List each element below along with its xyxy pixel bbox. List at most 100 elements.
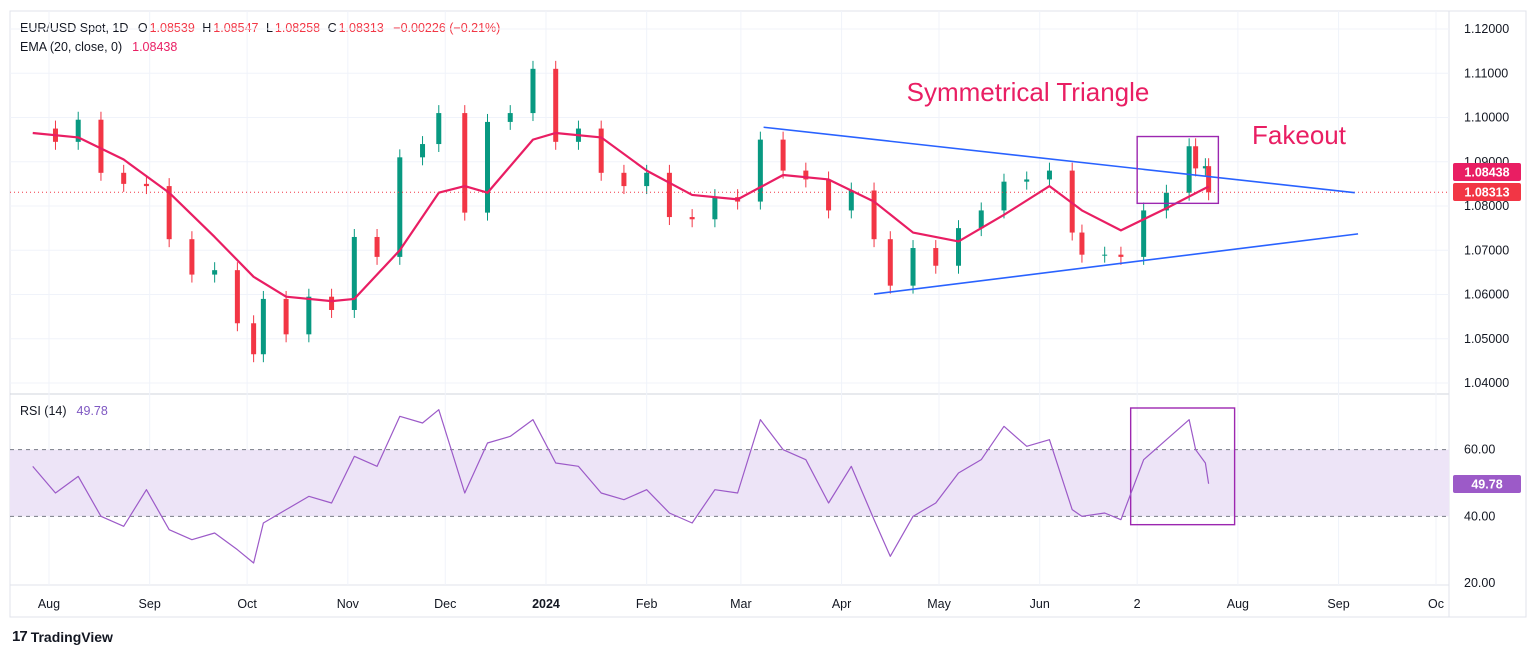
ema-price-badge-bg: [1453, 163, 1521, 181]
x-tick-label: Oc: [1428, 597, 1444, 611]
candle-body: [1102, 254, 1108, 256]
candle-body: [689, 217, 695, 220]
x-tick-label: Aug: [38, 597, 60, 611]
trendline-lower: [873, 233, 1359, 295]
candle-body: [189, 239, 195, 275]
candle-body: [507, 113, 513, 122]
ema-legend: EMA (20, close, 0) 1.08438: [20, 40, 177, 54]
close-value: 1.08313: [338, 21, 384, 35]
candle-body: [826, 179, 832, 211]
trendline-upper: [763, 126, 1355, 194]
high-label: H: [202, 21, 212, 35]
rsi-label: RSI (14): [20, 404, 67, 418]
brand[interactable]: 17 TradingView: [12, 628, 113, 645]
ema-line: [32, 131, 1210, 303]
candle-body: [1202, 166, 1208, 169]
x-tick-label: Aug: [1227, 597, 1249, 611]
brand-label: TradingView: [30, 628, 113, 645]
candle-body: [553, 68, 559, 142]
close-label: C: [327, 21, 337, 35]
x-tick-label: Feb: [636, 597, 658, 611]
open-value: 1.08539: [149, 21, 195, 35]
candle-body: [621, 172, 627, 187]
candle-body: [1141, 210, 1147, 257]
chart-frame: [9, 10, 1527, 618]
candle-body: [978, 210, 984, 229]
fakeout-box: [1136, 135, 1220, 205]
candle-body: [956, 228, 962, 266]
x-tick-label: May: [927, 597, 951, 611]
annotation-fakeout: Fakeout: [1252, 120, 1347, 150]
rsi-tick-label: 40.00: [1464, 509, 1495, 523]
close-price-badge: 1.08313: [1464, 186, 1509, 200]
annotation-symmetrical-triangle: Symmetrical Triangle: [907, 77, 1150, 107]
x-tick-label: Sep: [139, 597, 161, 611]
x-tick-label: 2024: [532, 597, 560, 611]
candle-body: [260, 298, 266, 355]
candle-body: [666, 172, 672, 218]
candle-body: [757, 139, 763, 202]
x-tick-label: Oct: [237, 597, 257, 611]
candle-body: [436, 113, 442, 145]
y-tick-label: 1.11000: [1464, 66, 1508, 80]
candle-body: [803, 170, 809, 180]
x-tick-label: Mar: [730, 597, 752, 611]
candle-body: [121, 172, 127, 184]
candle-body: [374, 236, 380, 257]
rsi-band: [10, 449, 1449, 517]
candle-body: [1024, 179, 1030, 182]
candle-body: [644, 172, 650, 187]
candle-body: [306, 296, 312, 335]
candle-body: [871, 190, 877, 240]
candle-body: [1079, 232, 1085, 255]
candle-body: [212, 270, 218, 275]
candle-body: [848, 190, 854, 211]
candle-body: [780, 139, 786, 171]
x-tick-label: Jun: [1030, 597, 1050, 611]
candle-body: [1206, 166, 1212, 193]
rsi-value-badge-bg: [1453, 475, 1521, 493]
candle-body: [75, 119, 81, 142]
close-price-badge-bg: [1453, 183, 1521, 201]
rsi-value: 49.78: [76, 404, 108, 418]
candle-body: [283, 298, 289, 335]
candle-body: [1118, 254, 1124, 257]
ema-price-badge: 1.08438: [1464, 166, 1509, 180]
rsi-tick-label: 60.00: [1464, 443, 1495, 457]
candle-body: [485, 121, 491, 213]
ema-label: EMA (20, close, 0): [20, 40, 123, 54]
x-tick-label: Dec: [434, 597, 456, 611]
candle-body: [166, 186, 172, 240]
x-tick-label: Nov: [337, 597, 360, 611]
candle-body: [933, 248, 939, 266]
candle-body: [712, 197, 718, 220]
candle-body: [397, 157, 403, 257]
rsi-tick-label: 20.00: [1464, 576, 1495, 590]
x-tick-label: 2: [1134, 597, 1141, 611]
y-tick-label: 1.12000: [1464, 22, 1509, 36]
y-tick-label: 1.10000: [1464, 111, 1509, 125]
candle-body: [420, 144, 426, 158]
candle-body: [1186, 146, 1192, 193]
y-tick-label: 1.04000: [1464, 376, 1509, 390]
rsi-line: [32, 409, 1210, 564]
rsi-highlight-box: [1129, 407, 1236, 526]
candle-body: [1046, 170, 1052, 180]
tradingview-logo-icon: 17: [12, 628, 28, 645]
y-tick-label: 1.08000: [1464, 199, 1509, 213]
candle-body: [530, 68, 536, 114]
candle-body: [351, 236, 357, 310]
candle-body: [1163, 192, 1169, 211]
candle-body: [887, 239, 893, 286]
open-label: O: [137, 21, 148, 35]
candle-body: [329, 296, 335, 310]
candle-body: [143, 183, 149, 187]
candle-body: [251, 323, 257, 355]
y-tick-label: 1.05000: [1464, 332, 1509, 346]
y-tick-label: 1.06000: [1464, 288, 1509, 302]
candle-body: [598, 128, 604, 173]
candle-body: [234, 270, 240, 324]
candle-body: [462, 113, 468, 213]
ema-value: 1.08438: [132, 40, 178, 54]
